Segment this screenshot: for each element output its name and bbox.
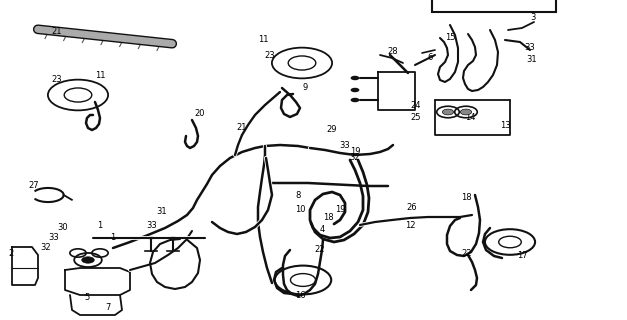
Text: 33: 33 [525,43,535,52]
Text: 4: 4 [319,226,325,235]
Text: 3: 3 [530,13,535,22]
Text: 33: 33 [49,233,60,242]
Text: 23: 23 [265,51,275,60]
Text: 15: 15 [445,34,455,43]
Circle shape [460,109,472,115]
Text: 22: 22 [461,249,472,258]
Text: 7: 7 [105,303,111,313]
Text: 13: 13 [500,121,510,130]
Text: 32: 32 [350,154,361,163]
Text: 1: 1 [110,234,115,243]
Text: 28: 28 [387,47,398,57]
Text: 12: 12 [405,220,415,229]
Text: 24: 24 [411,100,421,109]
Circle shape [350,76,359,80]
Text: 26: 26 [407,203,418,212]
Circle shape [350,88,359,92]
Text: 11: 11 [258,36,268,44]
Text: 16: 16 [295,291,305,300]
Text: 23: 23 [51,76,62,84]
Text: 30: 30 [58,223,68,233]
Text: 27: 27 [29,180,40,189]
Text: 21: 21 [237,123,247,132]
Text: 6: 6 [428,52,433,61]
Text: 18: 18 [323,213,334,222]
Text: 22: 22 [315,245,325,254]
Text: 2: 2 [8,249,14,258]
Text: 17: 17 [517,251,527,260]
Text: 5: 5 [85,293,90,302]
Circle shape [443,109,454,115]
Text: 31: 31 [157,207,167,217]
Circle shape [147,236,155,240]
Text: 14: 14 [465,113,475,122]
Text: 19: 19 [335,205,345,214]
Text: 21: 21 [52,28,62,36]
Text: 31: 31 [527,55,537,65]
Bar [432,0,556,12]
Text: 10: 10 [295,205,305,214]
Text: 20: 20 [195,108,205,117]
Circle shape [169,236,177,240]
Text: 18: 18 [461,194,472,203]
Text: 33: 33 [147,221,157,230]
Text: 29: 29 [327,125,337,134]
Text: 9: 9 [302,84,308,92]
Circle shape [82,257,94,263]
Text: 33: 33 [340,140,350,149]
Text: 19: 19 [350,148,361,156]
Text: 25: 25 [411,113,421,122]
Text: 32: 32 [41,243,51,252]
Text: 8: 8 [295,190,301,199]
Circle shape [350,98,359,102]
Text: 11: 11 [95,70,105,79]
Text: 1: 1 [97,220,103,229]
